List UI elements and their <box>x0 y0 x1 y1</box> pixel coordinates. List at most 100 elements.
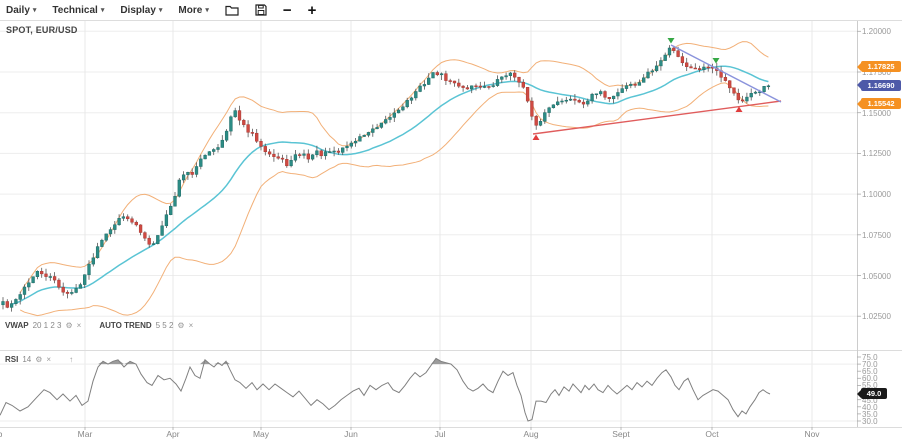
candle-body <box>470 85 474 90</box>
candle-body <box>624 85 629 89</box>
candle-body <box>491 85 495 87</box>
month-label: Mar <box>77 429 93 439</box>
candle-body <box>654 65 659 72</box>
candle-body <box>138 224 143 233</box>
candle-body <box>246 124 250 133</box>
zoom-out-icon[interactable]: − <box>282 1 292 19</box>
candle-body <box>14 299 18 304</box>
candle-body <box>637 82 642 86</box>
candle-body <box>332 150 336 153</box>
candle-body <box>401 106 405 111</box>
candle-body <box>513 72 517 78</box>
candle-body <box>315 150 319 156</box>
candle-body <box>9 303 14 308</box>
candle-body <box>216 147 220 150</box>
candle-body <box>616 92 620 97</box>
candle-body <box>121 216 126 219</box>
candle-body <box>732 87 736 94</box>
price-tag-value: 1.17825 <box>867 62 895 72</box>
candle-body <box>607 97 611 99</box>
rsi-overbought-fill <box>0 358 770 365</box>
candle-body <box>482 86 487 88</box>
candle-body <box>392 112 396 118</box>
price-tag: 1.17825 <box>857 61 901 73</box>
menu-display[interactable]: Display ▾ <box>120 5 162 16</box>
candle-body <box>289 160 293 167</box>
candle-body <box>422 84 427 87</box>
candle-body <box>319 150 323 157</box>
candle-body <box>35 271 40 277</box>
candle-body <box>487 86 491 88</box>
overlay-indicator-legend: VWAP 20 1 2 3 ⚙ × AUTO TREND 5 5 2 ⚙ × <box>5 321 193 330</box>
candle-body <box>173 196 177 207</box>
candle-body <box>594 93 599 96</box>
candle-body <box>83 274 87 285</box>
candle-body <box>298 154 302 156</box>
collapse-panel-icon[interactable]: ↑ <box>69 355 74 364</box>
candle-body <box>108 229 113 235</box>
open-folder-icon[interactable] <box>225 4 239 16</box>
candle-body <box>164 214 169 227</box>
candle-body <box>341 147 345 153</box>
menu-more[interactable]: More ▾ <box>178 5 208 16</box>
candle-body <box>702 66 706 70</box>
close-icon[interactable]: × <box>188 321 194 330</box>
candle-body <box>642 77 646 83</box>
rsi-tick-label: 70.0 <box>862 360 878 370</box>
candle-body <box>603 91 607 98</box>
candle-body <box>181 174 186 181</box>
close-icon[interactable]: × <box>46 355 52 364</box>
vwap-params: 20 1 2 3 <box>32 321 62 330</box>
candle-body <box>186 172 190 176</box>
gear-icon[interactable]: ⚙ <box>65 321 73 330</box>
candle-body <box>194 166 199 175</box>
candle-body <box>27 282 31 288</box>
menu-display-label: Display <box>120 4 156 16</box>
candle-body <box>259 141 263 147</box>
candle-body <box>40 271 44 275</box>
chevron-down-icon: ▾ <box>205 7 209 14</box>
candle-body <box>285 159 289 167</box>
candle-body <box>74 288 78 293</box>
save-icon[interactable] <box>255 4 267 16</box>
candle-body <box>611 95 616 100</box>
candle-body <box>220 139 224 148</box>
auto-trend-resistance-line[interactable] <box>670 44 782 103</box>
gear-icon[interactable]: ⚙ <box>35 355 43 364</box>
auto-trend-params: 5 5 2 <box>155 321 174 330</box>
close-icon[interactable]: × <box>76 321 82 330</box>
candle-body <box>177 179 181 197</box>
candle-body <box>766 85 771 88</box>
zoom-in-icon[interactable]: + <box>307 1 317 19</box>
menu-technical[interactable]: Technical ▾ <box>52 5 104 16</box>
candle-body <box>706 66 710 69</box>
candle-body <box>723 77 728 81</box>
candle-body <box>728 80 732 89</box>
rsi-tick-label: 40.0 <box>862 402 878 412</box>
triangle-down-marker <box>667 38 675 44</box>
candle-body <box>5 301 9 308</box>
candle-body <box>749 93 753 98</box>
candle-body <box>190 172 194 175</box>
candle-body <box>753 91 758 94</box>
candle-body <box>405 100 409 108</box>
main-plot[interactable] <box>1 38 782 317</box>
candle-body <box>586 100 590 105</box>
rsi-tick-label: 65.0 <box>862 367 878 377</box>
gear-icon[interactable]: ⚙ <box>177 321 185 330</box>
candle-body <box>508 72 513 76</box>
candle-body <box>547 107 551 113</box>
candle-body <box>577 100 581 103</box>
candle-body <box>169 205 173 215</box>
candle-body <box>276 156 280 159</box>
auto-trend-support-line[interactable] <box>532 100 782 135</box>
candle-body <box>745 96 749 102</box>
candle-body <box>427 77 431 85</box>
candle-body <box>444 73 448 81</box>
candle-body <box>302 153 306 156</box>
candle-body <box>78 284 83 289</box>
candle-body <box>272 153 276 157</box>
menu-timeframe[interactable]: Daily ▾ <box>6 5 36 16</box>
